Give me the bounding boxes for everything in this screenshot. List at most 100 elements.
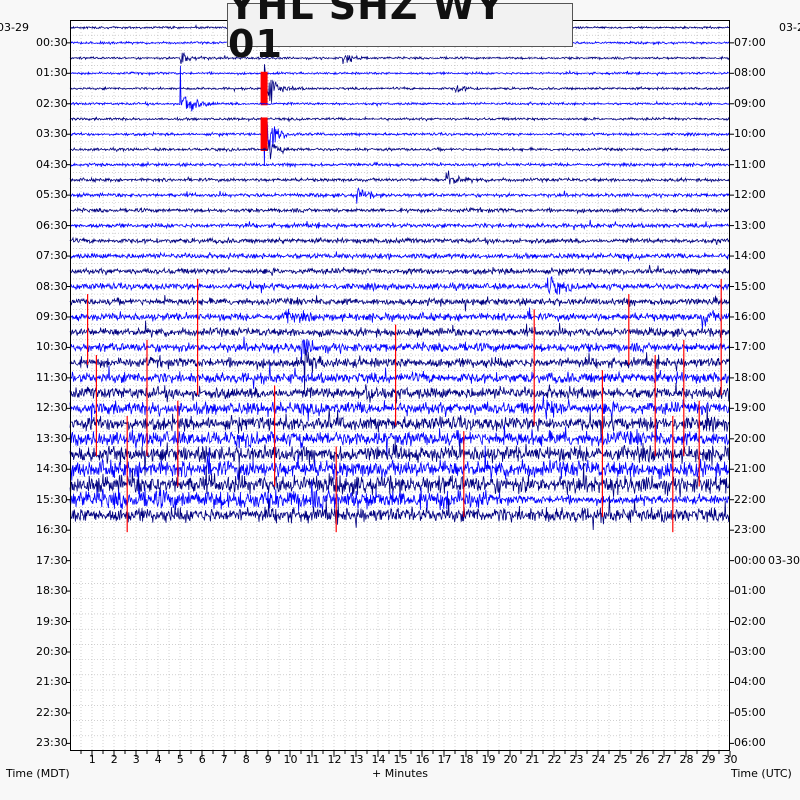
clipped-event [260, 117, 268, 151]
left-time-label: 03:30 [36, 127, 68, 141]
minute-tick-label: 11 [305, 753, 320, 766]
trace-line [69, 115, 730, 123]
right-time-label: 09:00 [734, 96, 766, 110]
minute-tick-label: 22 [547, 753, 562, 766]
minute-tick-label: 14 [371, 753, 386, 766]
y-axis-label-right: Time (UTC) [731, 767, 792, 780]
minute-tick-label: 24 [591, 753, 606, 766]
right-time-label: 11:00 [734, 157, 766, 171]
right-time-label: 21:00 [734, 462, 766, 476]
date-right-label: 03-2 [779, 21, 800, 34]
trace-line [69, 276, 730, 296]
left-time-label: 11:30 [36, 370, 68, 384]
trace-line [69, 348, 730, 392]
trace-line [69, 219, 730, 231]
left-time-label: 00:30 [36, 35, 68, 49]
right-time-label: 10:00 [734, 127, 766, 141]
right-time-label: 03:00 [734, 645, 766, 658]
left-time-label: 04:30 [36, 157, 68, 171]
minute-tick-label: 4 [154, 753, 162, 766]
minute-tick-label: 29 [701, 753, 716, 766]
left-time-label: 06:30 [36, 218, 68, 232]
right-time-label: 19:00 [734, 401, 766, 415]
trace-line [69, 382, 730, 404]
minute-tick-label: 20 [503, 753, 518, 766]
x-axis-label: + Minutes [372, 767, 429, 780]
minute-tick-label: 9 [264, 753, 272, 766]
minute-tick-label: 13 [349, 753, 364, 766]
clipped-event [260, 71, 268, 106]
trace-line [69, 439, 730, 476]
left-time-label: 16:30 [36, 523, 68, 537]
minute-tick-label: 5 [176, 753, 184, 766]
minute-tick-label: 28 [679, 753, 694, 766]
left-time-label: 18:30 [36, 584, 68, 598]
trace-line [69, 336, 730, 361]
right-time-label: 04:00 [734, 675, 766, 689]
trace-line [69, 236, 730, 246]
left-time-label: 01:30 [36, 66, 68, 80]
left-time-label: 09:30 [36, 309, 68, 323]
right-time-label: 08:00 [734, 66, 766, 80]
right-time-label: 15:00 [734, 279, 766, 293]
left-time-label: 05:30 [36, 188, 68, 202]
chart-title: YHL SHZ WY 01 [228, 0, 505, 66]
left-time-label: 17:30 [36, 553, 68, 567]
date-left-label: 03-29 [0, 21, 29, 34]
trace-line [69, 170, 730, 185]
trace-line [69, 65, 730, 112]
axis-ticks [66, 42, 734, 757]
minute-tick-label: 2 [110, 753, 118, 766]
minute-tick-label: 30 [723, 753, 738, 766]
right-time-label: 05:00 [734, 705, 766, 719]
right-time-label: 22:00 [734, 492, 766, 506]
trace-line [69, 187, 730, 204]
minute-tick-label: 7 [220, 753, 228, 766]
left-time-label: 20:30 [36, 645, 68, 658]
right-time-label: 16:00 [734, 309, 766, 323]
trace-line [69, 251, 730, 262]
right-time-label: 12:00 [734, 188, 766, 202]
left-time-label: 19:30 [36, 614, 68, 628]
minute-tick-label: 15 [393, 753, 408, 766]
trace-line [69, 118, 730, 167]
minute-tick-label: 26 [635, 753, 650, 766]
left-time-label: 22:30 [36, 705, 68, 719]
minute-tick-label: 21 [525, 753, 540, 766]
right-time-label: 06:00 [734, 736, 766, 750]
left-time-label: 10:30 [36, 340, 68, 354]
minute-tick-label: 18 [459, 753, 474, 766]
trace-line [69, 295, 730, 312]
date-rollover-label: 03-30 [768, 553, 800, 567]
left-time-label: 07:30 [36, 249, 68, 263]
trace-line [69, 51, 730, 65]
minute-tick-label: 3 [132, 753, 140, 766]
left-time-label: 21:30 [36, 675, 68, 689]
left-time-label: 23:30 [36, 736, 68, 750]
left-time-label: 08:30 [36, 279, 68, 293]
left-time-label: 02:30 [36, 96, 68, 110]
title-box: YHL SHZ WY 01 [227, 0, 573, 63]
trace-line [69, 495, 730, 531]
right-time-label: 00:00 [734, 553, 766, 567]
trace-line [69, 462, 730, 498]
right-time-label: 20:00 [734, 431, 766, 445]
trace-line [69, 320, 730, 338]
minute-tick-label: 19 [481, 753, 496, 766]
left-time-label: 13:30 [36, 431, 68, 445]
trace-line [69, 264, 730, 277]
right-time-label: 17:00 [734, 340, 766, 354]
right-time-label: 23:00 [734, 523, 766, 537]
trace-line [69, 142, 730, 160]
minute-tick-label: 8 [242, 753, 250, 766]
minute-tick-label: 10 [283, 753, 298, 766]
right-time-label: 01:00 [734, 584, 766, 598]
right-time-label: 02:00 [734, 614, 766, 628]
y-axis-label-left: Time (MDT) [6, 767, 70, 780]
right-time-label: 13:00 [734, 218, 766, 232]
minute-tick-label: 27 [657, 753, 672, 766]
trace-line [69, 479, 730, 512]
minute-tick-label: 6 [198, 753, 206, 766]
trace-line [69, 445, 730, 495]
